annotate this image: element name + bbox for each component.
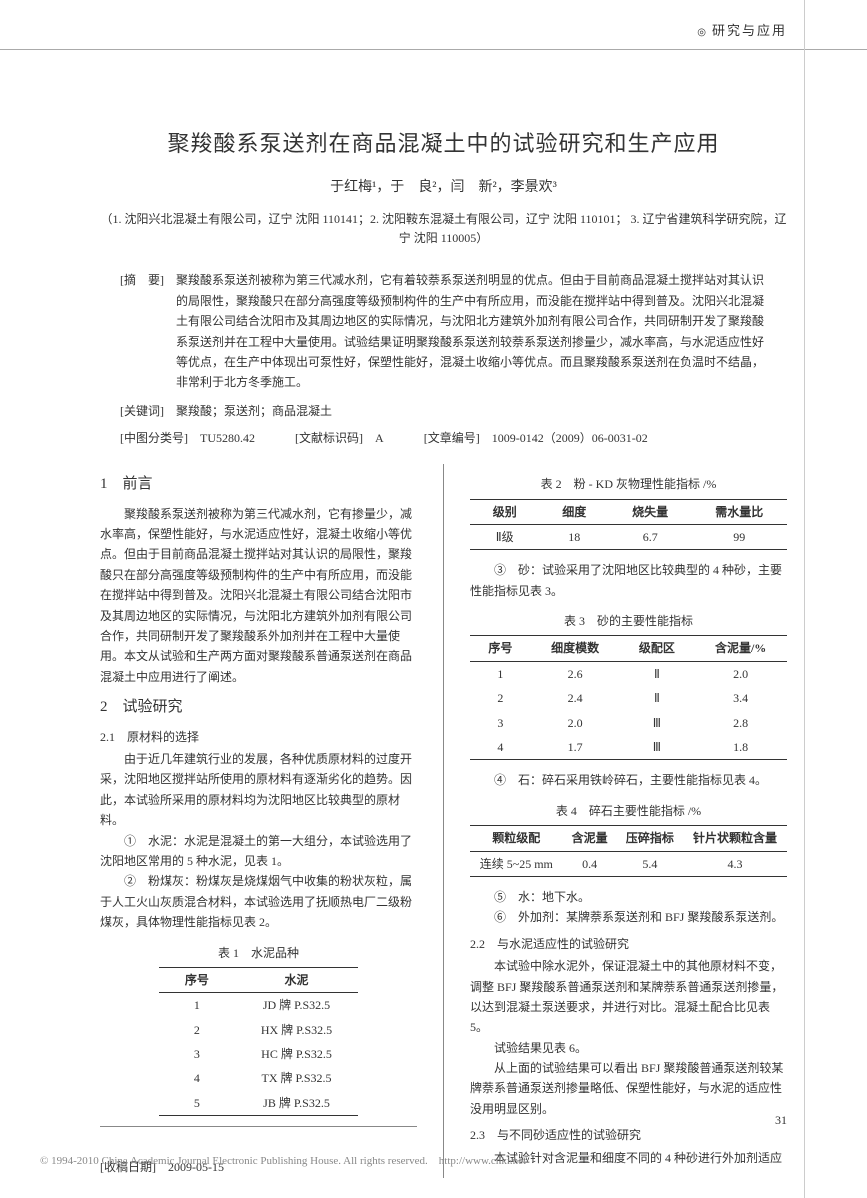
table-1-caption: 表 1 水泥品种 xyxy=(100,943,417,963)
artid: 1009-0142（2009）06-0031-02 xyxy=(492,431,648,445)
doccode-label: [文献标识码] xyxy=(295,431,363,445)
abstract-block: [摘 要] 聚羧酸系泵送剂被称为第三代减水剂，它有着较萘系泵送剂明显的优点。但由… xyxy=(120,270,767,392)
artid-label: [文章编号] xyxy=(424,431,480,445)
item-flyash: ② 粉煤灰：粉煤灰是烧煤烟气中收集的粉状灰粒，属于人工火山灰质混合材料，本试验选… xyxy=(100,871,417,932)
item-cement: ① 水泥：水泥是混凝土的第一大组分，本试验选用了沈阳地区常用的 5 种水泥，见表… xyxy=(100,831,417,872)
footer: © 1994-2010 China Academic Journal Elect… xyxy=(40,1152,526,1168)
t1-h0: 序号 xyxy=(159,967,235,992)
section-2-title: 2 试验研究 xyxy=(100,695,417,721)
section-2-1-title: 2.1 原材料的选择 xyxy=(100,727,417,747)
table-3-caption: 表 3 砂的主要性能指标 xyxy=(470,611,787,631)
left-column: 1 前言 聚羧酸系泵送剂被称为第三代减水剂，它有掺量少，减水率高，保塑性能好，与… xyxy=(100,464,417,1178)
item-stone: ④ 石：碎石采用铁岭碎石，主要性能指标见表 4。 xyxy=(470,770,787,790)
t1-h1: 水泥 xyxy=(235,967,358,992)
table-3: 序号 细度模数 级配区 含泥量/% 12.6Ⅱ2.0 22.4Ⅱ3.4 32.0… xyxy=(470,635,787,760)
table-2-caption: 表 2 粉 - KD 灰物理性能指标 /% xyxy=(470,474,787,494)
authors: 于红梅¹，于 良²，闫 新²，李景欢³ xyxy=(100,176,787,196)
table-2: 级别 细度 烧失量 需水量比 Ⅱ级 18 6.7 99 xyxy=(470,499,787,551)
item-water: ⑤ 水：地下水。 xyxy=(470,887,787,907)
abstract-text: 聚羧酸系泵送剂被称为第三代减水剂，它有着较萘系泵送剂明显的优点。但由于目前商品混… xyxy=(176,270,767,392)
section-name: 研究与应用 xyxy=(712,23,787,38)
table-4: 颗粒级配 含泥量 压碎指标 针片状颗粒含量 连续 5~25 mm 0.4 5.4… xyxy=(470,825,787,877)
s22-p3: 从上面的试验结果可以看出 BFJ 聚羧酸普通泵送剂较某牌萘系普通泵送剂掺量略低、… xyxy=(470,1058,787,1119)
section-2-2-title: 2.2 与水泥适应性的试验研究 xyxy=(470,934,787,954)
article-title: 聚羧酸系泵送剂在商品混凝土中的试验研究和生产应用 xyxy=(100,126,787,158)
item-admixture: ⑥ 外加剂：某牌萘系泵送剂和 BFJ 聚羧酸系泵送剂。 xyxy=(470,907,787,927)
item-sand: ③ 砂：试验采用了沈阳地区比较典型的 4 种砂，主要性能指标见表 3。 xyxy=(470,560,787,601)
table-1: 序号 水泥 1JD 牌 P.S32.5 2HX 牌 P.S32.5 3HC 牌 … xyxy=(159,967,358,1116)
section-1-body: 聚羧酸系泵送剂被称为第三代减水剂，它有掺量少，减水率高，保塑性能好，与水泥适应性… xyxy=(100,504,417,688)
clc-label: [中图分类号] xyxy=(120,431,188,445)
affiliations: （1. 沈阳兴北混凝土有限公司，辽宁 沈阳 110141；2. 沈阳鞍东混凝土有… xyxy=(100,210,787,248)
meta-row: [中图分类号] TU5280.42 [文献标识码] A [文章编号] 1009-… xyxy=(120,429,767,446)
s22-p1: 本试验中除水泥外，保证混凝土中的其他原材料不变，调整 BFJ 聚羧酸系普通泵送剂… xyxy=(470,956,787,1038)
keywords-text: 聚羧酸；泵送剂；商品混凝土 xyxy=(176,401,767,421)
s22-p2: 试验结果见表 6。 xyxy=(470,1038,787,1058)
section-2-1-body: 由于近几年建筑行业的发展，各种优质原材料的过度开采，沈阳地区搅拌站所使用的原材料… xyxy=(100,749,417,831)
right-column: 表 2 粉 - KD 灰物理性能指标 /% 级别 细度 烧失量 需水量比 Ⅱ级 … xyxy=(470,464,787,1178)
clc: TU5280.42 xyxy=(200,431,255,445)
doccode: A xyxy=(375,431,384,445)
page-number: 31 xyxy=(775,1113,787,1128)
section-2-3-title: 2.3 与不同砂适应性的试验研究 xyxy=(470,1125,787,1145)
keywords-label: [关键词] xyxy=(120,401,176,421)
abstract-label: [摘 要] xyxy=(120,270,176,392)
table-4-caption: 表 4 碎石主要性能指标 /% xyxy=(470,801,787,821)
section-1-title: 1 前言 xyxy=(100,472,417,498)
section-header: ◎研究与应用 xyxy=(0,0,867,50)
